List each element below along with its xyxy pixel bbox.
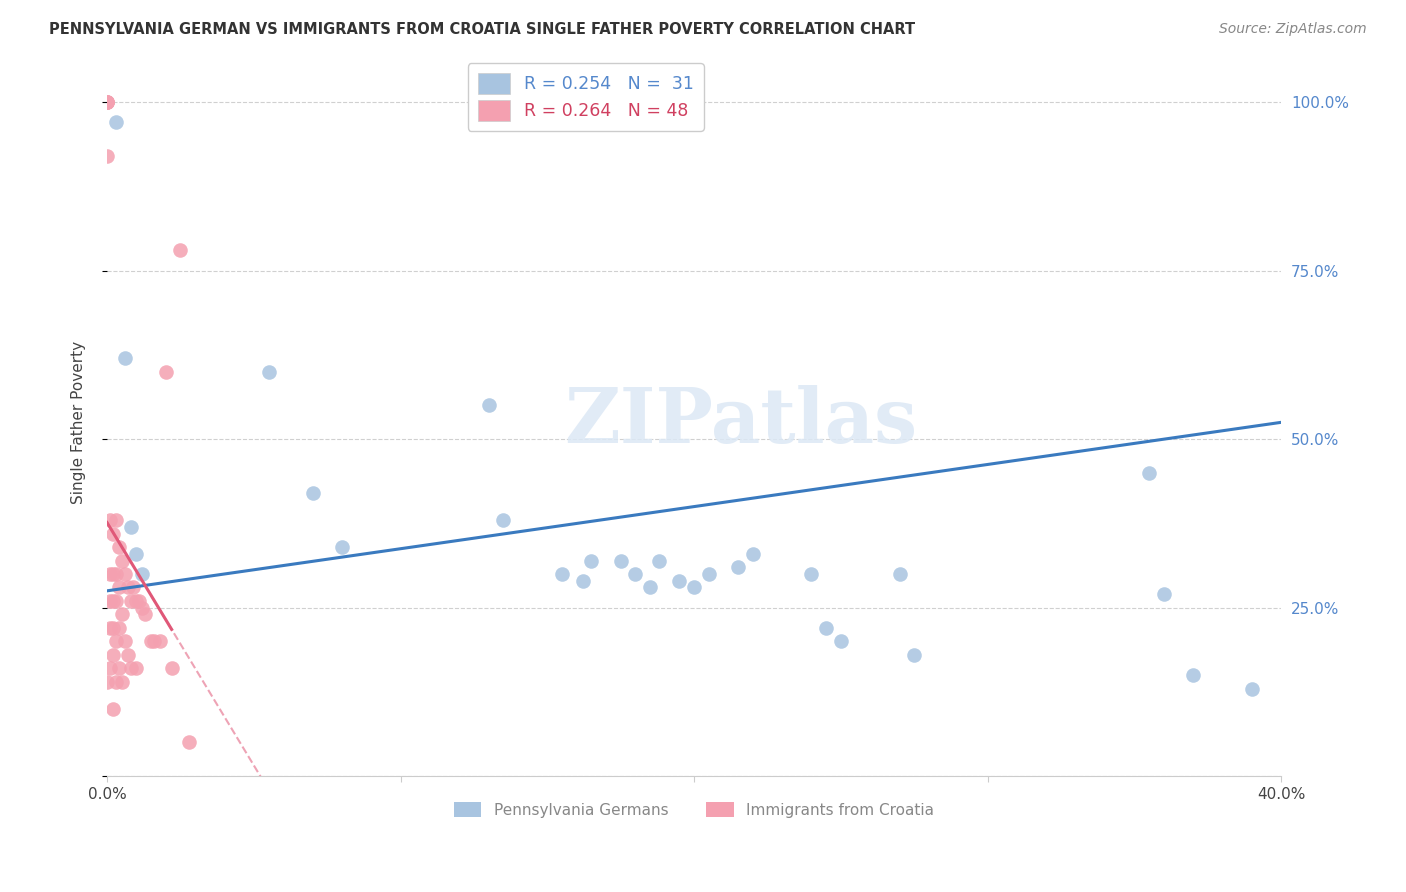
Point (903, 648, 925, 662)
Text: ZIPatlas: ZIPatlas (564, 385, 918, 459)
Point (101, 566, 124, 581)
Point (492, 513, 515, 527)
Point (131, 566, 153, 581)
Point (120, 520, 142, 534)
Point (668, 574, 690, 588)
Point (108, 661, 131, 675)
Point (179, 735, 201, 749)
Point (330, 540, 353, 554)
Text: PENNSYLVANIA GERMAN VS IMMIGRANTS FROM CROATIA SINGLE FATHER POVERTY CORRELATION: PENNSYLVANIA GERMAN VS IMMIGRANTS FROM C… (49, 22, 915, 37)
Point (624, 566, 647, 581)
Point (96, 674, 118, 689)
Point (478, 399, 501, 413)
Point (98, 621, 121, 635)
Point (122, 581, 145, 595)
Point (889, 566, 911, 581)
Point (108, 581, 131, 595)
Legend: Pennsylvania Germans, Immigrants from Croatia: Pennsylvania Germans, Immigrants from Cr… (446, 794, 942, 825)
Y-axis label: Single Father Poverty: Single Father Poverty (72, 341, 86, 504)
Point (111, 553, 134, 567)
Point (101, 621, 124, 635)
Point (697, 566, 720, 581)
Point (1182, 668, 1205, 682)
Point (125, 594, 148, 608)
Point (815, 621, 838, 635)
Point (104, 594, 127, 608)
Point (257, 365, 280, 379)
Point (683, 581, 706, 595)
Point (104, 674, 127, 689)
Point (581, 553, 603, 567)
Point (101, 702, 124, 716)
Point (114, 634, 136, 648)
Point (96, 149, 118, 163)
Point (98, 594, 121, 608)
Point (117, 581, 139, 595)
Point (134, 607, 156, 622)
Point (101, 648, 124, 662)
Text: Source: ZipAtlas.com: Source: ZipAtlas.com (1219, 22, 1367, 37)
Point (125, 661, 148, 675)
Point (571, 574, 593, 588)
Point (155, 365, 177, 379)
Point (741, 547, 763, 561)
Point (101, 594, 124, 608)
Point (131, 600, 153, 615)
Point (1240, 681, 1263, 696)
Point (160, 661, 183, 675)
Point (143, 634, 166, 648)
Point (609, 553, 631, 567)
Point (98, 661, 121, 675)
Point (108, 621, 131, 635)
Point (1153, 587, 1175, 601)
Point (125, 547, 148, 561)
Point (96, 95, 118, 110)
Point (98, 513, 121, 527)
Point (108, 540, 131, 554)
Point (114, 566, 136, 581)
Point (638, 581, 661, 595)
Point (114, 351, 136, 366)
Point (96, 95, 118, 110)
Point (139, 634, 162, 648)
Point (169, 244, 191, 258)
Point (1137, 466, 1160, 480)
Point (104, 566, 127, 581)
Point (104, 634, 127, 648)
Point (96, 95, 118, 110)
Point (149, 634, 172, 648)
Point (96, 95, 118, 110)
Point (551, 566, 574, 581)
Point (727, 560, 749, 574)
Point (104, 115, 127, 129)
Point (830, 634, 852, 648)
Point (104, 513, 127, 527)
Point (800, 566, 823, 581)
Point (120, 661, 142, 675)
Point (301, 486, 323, 500)
Point (111, 674, 134, 689)
Point (117, 648, 139, 662)
Point (111, 607, 134, 622)
Point (648, 553, 671, 567)
Point (120, 594, 142, 608)
Point (98, 566, 121, 581)
Point (128, 594, 150, 608)
Point (101, 526, 124, 541)
